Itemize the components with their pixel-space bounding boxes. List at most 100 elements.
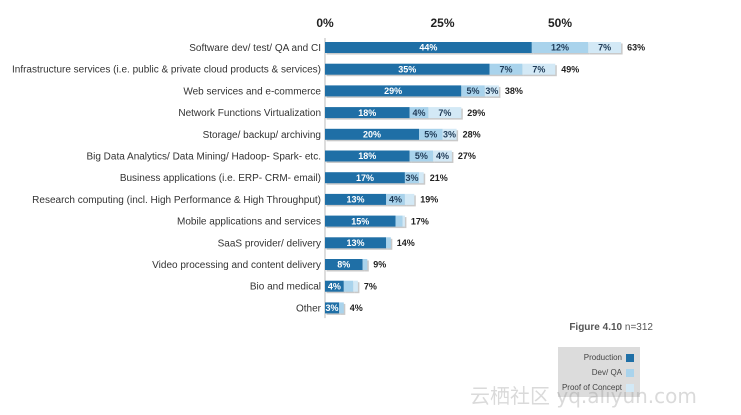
bar-production bbox=[325, 107, 410, 119]
bar-proof-of-concept bbox=[428, 107, 462, 119]
bar-production bbox=[325, 302, 340, 314]
data-label-dev-qa: 4% bbox=[412, 108, 425, 118]
data-label-production: 44% bbox=[419, 43, 437, 53]
bar-production bbox=[325, 150, 410, 162]
bar-proof-of-concept bbox=[588, 42, 622, 53]
data-label-proof-of-concept: 7% bbox=[532, 64, 545, 74]
data-label-dev-qa: 5% bbox=[424, 130, 437, 140]
bar-dev-qa bbox=[386, 237, 391, 249]
total-label: 14% bbox=[397, 238, 415, 248]
data-label-dev-qa: 5% bbox=[467, 86, 480, 96]
total-label: 7% bbox=[364, 281, 377, 291]
total-label: 21% bbox=[430, 173, 448, 183]
legend-swatch-dev-qa bbox=[626, 368, 634, 377]
legend-label-dev-qa: Dev/ QA bbox=[591, 368, 622, 377]
total-label: 19% bbox=[420, 195, 438, 205]
category-label: Software dev/ test/ QA and CI bbox=[189, 43, 321, 54]
data-label-dev-qa: 12% bbox=[551, 43, 569, 53]
legend-label-proof-of-concept: Proof of Concept bbox=[561, 383, 622, 392]
bar-production bbox=[325, 42, 532, 53]
data-label-proof-of-concept: 7% bbox=[438, 108, 451, 118]
bar-production bbox=[325, 63, 490, 75]
total-label: 49% bbox=[561, 64, 579, 74]
data-label-dev-qa: 4% bbox=[389, 195, 402, 205]
bar-proof-of-concept bbox=[419, 172, 424, 184]
category-label: Research computing (incl. High Performan… bbox=[32, 195, 321, 206]
bar-dev-qa bbox=[339, 302, 344, 314]
bar-dev-qa bbox=[404, 172, 419, 184]
bar-dev-qa bbox=[489, 63, 523, 75]
legend-swatch-proof-of-concept bbox=[626, 383, 634, 392]
data-label-proof-of-concept: 4% bbox=[436, 151, 449, 161]
category-label: Infrastructure services (i.e. public & p… bbox=[12, 65, 321, 76]
x-tick-label: 25% bbox=[430, 16, 454, 30]
category-label: Other bbox=[296, 303, 322, 314]
bar-dev-qa bbox=[386, 193, 405, 205]
data-label-production: 20% bbox=[363, 130, 381, 140]
total-label: 4% bbox=[350, 303, 363, 313]
bar-proof-of-concept bbox=[433, 150, 452, 162]
total-label: 17% bbox=[411, 216, 429, 226]
bar-proof-of-concept bbox=[402, 215, 405, 227]
total-label: 38% bbox=[505, 86, 523, 96]
data-label-production: 18% bbox=[358, 108, 376, 118]
legend-item-proof-of-concept: Proof of Concept bbox=[562, 383, 634, 392]
bar-proof-of-concept bbox=[484, 85, 499, 97]
category-label: Storage/ backup/ archiving bbox=[203, 130, 321, 141]
bar-shadow bbox=[404, 217, 407, 229]
data-label-production: 13% bbox=[347, 195, 365, 205]
total-label: 29% bbox=[467, 108, 485, 118]
category-label: Video processing and content delivery bbox=[152, 260, 321, 271]
watermark: 云栖社区 yq.aliyun.com bbox=[470, 384, 697, 408]
legend-item-dev-qa: Dev/ QA bbox=[592, 368, 634, 377]
data-label-production: 4% bbox=[328, 281, 341, 291]
bar-proof-of-concept bbox=[353, 280, 358, 292]
bar-production bbox=[325, 128, 419, 140]
data-label-dev-qa: 3% bbox=[405, 173, 418, 183]
figure-number: Figure 4.10 bbox=[569, 322, 623, 333]
bar-production bbox=[325, 85, 462, 97]
data-label-proof-of-concept: 3% bbox=[485, 86, 498, 96]
bar-dev-qa bbox=[409, 107, 429, 119]
bar-production bbox=[325, 215, 396, 227]
legend-swatch-production bbox=[626, 353, 634, 362]
figure-caption: Figure 4.10 n=312 bbox=[569, 322, 653, 333]
data-label-dev-qa: 7% bbox=[499, 64, 512, 74]
bar-dev-qa bbox=[531, 42, 589, 53]
bar-production bbox=[325, 193, 387, 205]
category-label: SaaS provider/ delivery bbox=[218, 238, 321, 249]
data-label-proof-of-concept: 7% bbox=[598, 43, 611, 53]
legend-item-production: Production bbox=[584, 353, 634, 362]
total-label: 63% bbox=[627, 43, 645, 53]
category-label: Network Functions Virtualization bbox=[178, 108, 321, 119]
bar-dev-qa bbox=[343, 280, 354, 292]
sample-size: n=312 bbox=[624, 322, 653, 333]
data-label-dev-qa: 5% bbox=[415, 151, 428, 161]
total-label: 28% bbox=[463, 130, 481, 140]
total-label: 27% bbox=[458, 151, 476, 161]
category-label: Big Data Analytics/ Data Mining/ Hadoop-… bbox=[86, 152, 321, 163]
bar-dev-qa bbox=[409, 150, 434, 162]
data-label-proof-of-concept: 3% bbox=[443, 130, 456, 140]
bar-production bbox=[325, 259, 363, 270]
category-label: Bio and medical bbox=[250, 282, 321, 293]
category-label: Business applications (i.e. ERP- CRM- em… bbox=[120, 173, 321, 184]
data-label-production: 3% bbox=[326, 303, 339, 313]
data-label-production: 35% bbox=[398, 64, 416, 74]
bar-proof-of-concept bbox=[522, 63, 556, 75]
category-label: Mobile applications and services bbox=[177, 217, 321, 228]
chart-legend: Production Dev/ QA Proof of Concept bbox=[558, 347, 640, 397]
bar-production bbox=[325, 172, 405, 184]
x-tick-label: 50% bbox=[548, 16, 572, 30]
bar-proof-of-concept bbox=[442, 128, 457, 140]
bar-proof-of-concept bbox=[404, 193, 415, 205]
category-label: Web services and e-commerce bbox=[183, 86, 321, 97]
bar-production bbox=[325, 280, 344, 292]
bar-dev-qa bbox=[461, 85, 485, 97]
bar-dev-qa bbox=[395, 215, 403, 227]
bar-dev-qa bbox=[419, 128, 443, 140]
data-label-production: 17% bbox=[356, 173, 374, 183]
data-label-production: 15% bbox=[351, 216, 369, 226]
x-tick-label: 0% bbox=[316, 16, 334, 30]
